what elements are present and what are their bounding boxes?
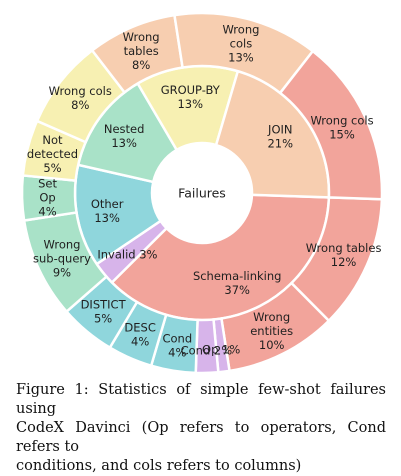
outer-label-line: 4% [131, 335, 149, 349]
outer-label-line: Wrong cols [49, 84, 112, 98]
outer-label-not-detected: Not detected 5% [27, 133, 78, 175]
outer-label-line: cols [230, 36, 253, 50]
outer-label-cond: Cond 2% [181, 343, 233, 357]
outer-label-line: sub-query [33, 251, 91, 265]
outer-label-line: tables [124, 44, 159, 58]
outer-label-line: 4% [168, 346, 186, 360]
outer-label-wrong-tables: Wrong tables 8% [123, 30, 160, 72]
inner-label-line: GROUP-BY [161, 83, 221, 97]
sunburst-chart: Schema-linking 37%Invalid 3%Other 13%Neste… [20, 11, 384, 375]
outer-label-wrong-tables: Wrong tables 12% [306, 241, 382, 269]
outer-label-line: Op [39, 190, 55, 204]
outer-label-line: 12% [331, 255, 357, 269]
outer-label-distict: DISTICT 5% [81, 298, 127, 326]
outer-label-line: Wrong [222, 22, 259, 36]
outer-label-wrong-cols: Wrong cols 15% [310, 114, 373, 142]
outer-label-line: 15% [329, 128, 355, 142]
inner-label-group-by: GROUP-BY 13% [161, 83, 221, 111]
inner-label-other: Other 13% [91, 197, 124, 225]
outer-slice-wrong-cols [278, 49, 384, 201]
inner-label-line: Invalid 3% [97, 247, 157, 261]
outer-label-set-op: Set Op 4% [38, 176, 57, 218]
outer-label-cond: Cond 4% [162, 332, 192, 360]
inner-label-line: 37% [224, 283, 250, 297]
outer-label-wrong-cols: Wrong cols 8% [49, 84, 112, 112]
outer-label-line: 8% [132, 58, 150, 72]
outer-label-line: Set [38, 176, 57, 190]
outer-label-line: Cond [162, 332, 192, 346]
inner-label-line: JOIN [267, 123, 292, 137]
inner-label-schema-linking: Schema-linking 37% [193, 269, 282, 297]
outer-label-line: Cond 2% [181, 343, 233, 357]
inner-label-nested: Nested 13% [104, 122, 145, 150]
caption-line: Figure 1: Statistics of simple few-shot … [16, 382, 386, 417]
outer-label-line: Wrong [123, 30, 160, 44]
outer-label-line: Not [42, 133, 63, 147]
outer-label-line: Wrong tables [306, 241, 382, 255]
outer-label-desc: DESC 4% [124, 321, 155, 349]
outer-label-op: Op 1% [202, 342, 240, 356]
inner-label-line: 13% [94, 211, 120, 225]
label-group: Schema-linking 37%Invalid 3%Other 13%Neste… [27, 22, 382, 359]
outer-label-wrong-cols: Wrong cols 13% [222, 22, 259, 64]
outer-label-line: 9% [53, 265, 71, 279]
outer-label-line: 8% [71, 98, 89, 112]
inner-label-invalid: Invalid 3% [97, 247, 157, 261]
center-label: Failures [178, 186, 226, 201]
inner-label-line: 13% [111, 136, 137, 150]
inner-label-line: Other [91, 197, 124, 211]
outer-label-line: 4% [38, 204, 56, 218]
outer-label-line: DESC [124, 321, 155, 335]
outer-label-line: detected [27, 147, 78, 161]
outer-label-line: 5% [94, 312, 112, 326]
inner-label-line: Nested [104, 122, 145, 136]
outer-label-line: entities [250, 324, 293, 338]
outer-label-line: Op 1% [202, 342, 240, 356]
outer-label-line: Wrong [253, 310, 290, 324]
outer-label-line: 5% [43, 161, 61, 175]
outer-label-line: 10% [259, 338, 285, 352]
inner-label-line: 13% [177, 97, 203, 111]
outer-label-wrong-entities: Wrong entities 10% [250, 310, 293, 352]
inner-label-line: 21% [267, 137, 293, 151]
outer-label-line: DISTICT [81, 298, 127, 312]
figure-caption: Figure 1: Statistics of simple few-shot … [16, 381, 386, 476]
inner-label-join: JOIN 21% [267, 123, 293, 151]
outer-label-wrong-sub-query: Wrong sub-query 9% [33, 237, 91, 279]
caption-line: CodeX Davinci (Op refers to operators, C… [16, 420, 386, 455]
inner-label-line: Schema-linking [193, 269, 282, 283]
ring-group [20, 11, 384, 375]
outer-label-line: Wrong [43, 237, 80, 251]
outer-label-line: Wrong cols [310, 114, 373, 128]
outer-label-line: 13% [228, 50, 254, 64]
